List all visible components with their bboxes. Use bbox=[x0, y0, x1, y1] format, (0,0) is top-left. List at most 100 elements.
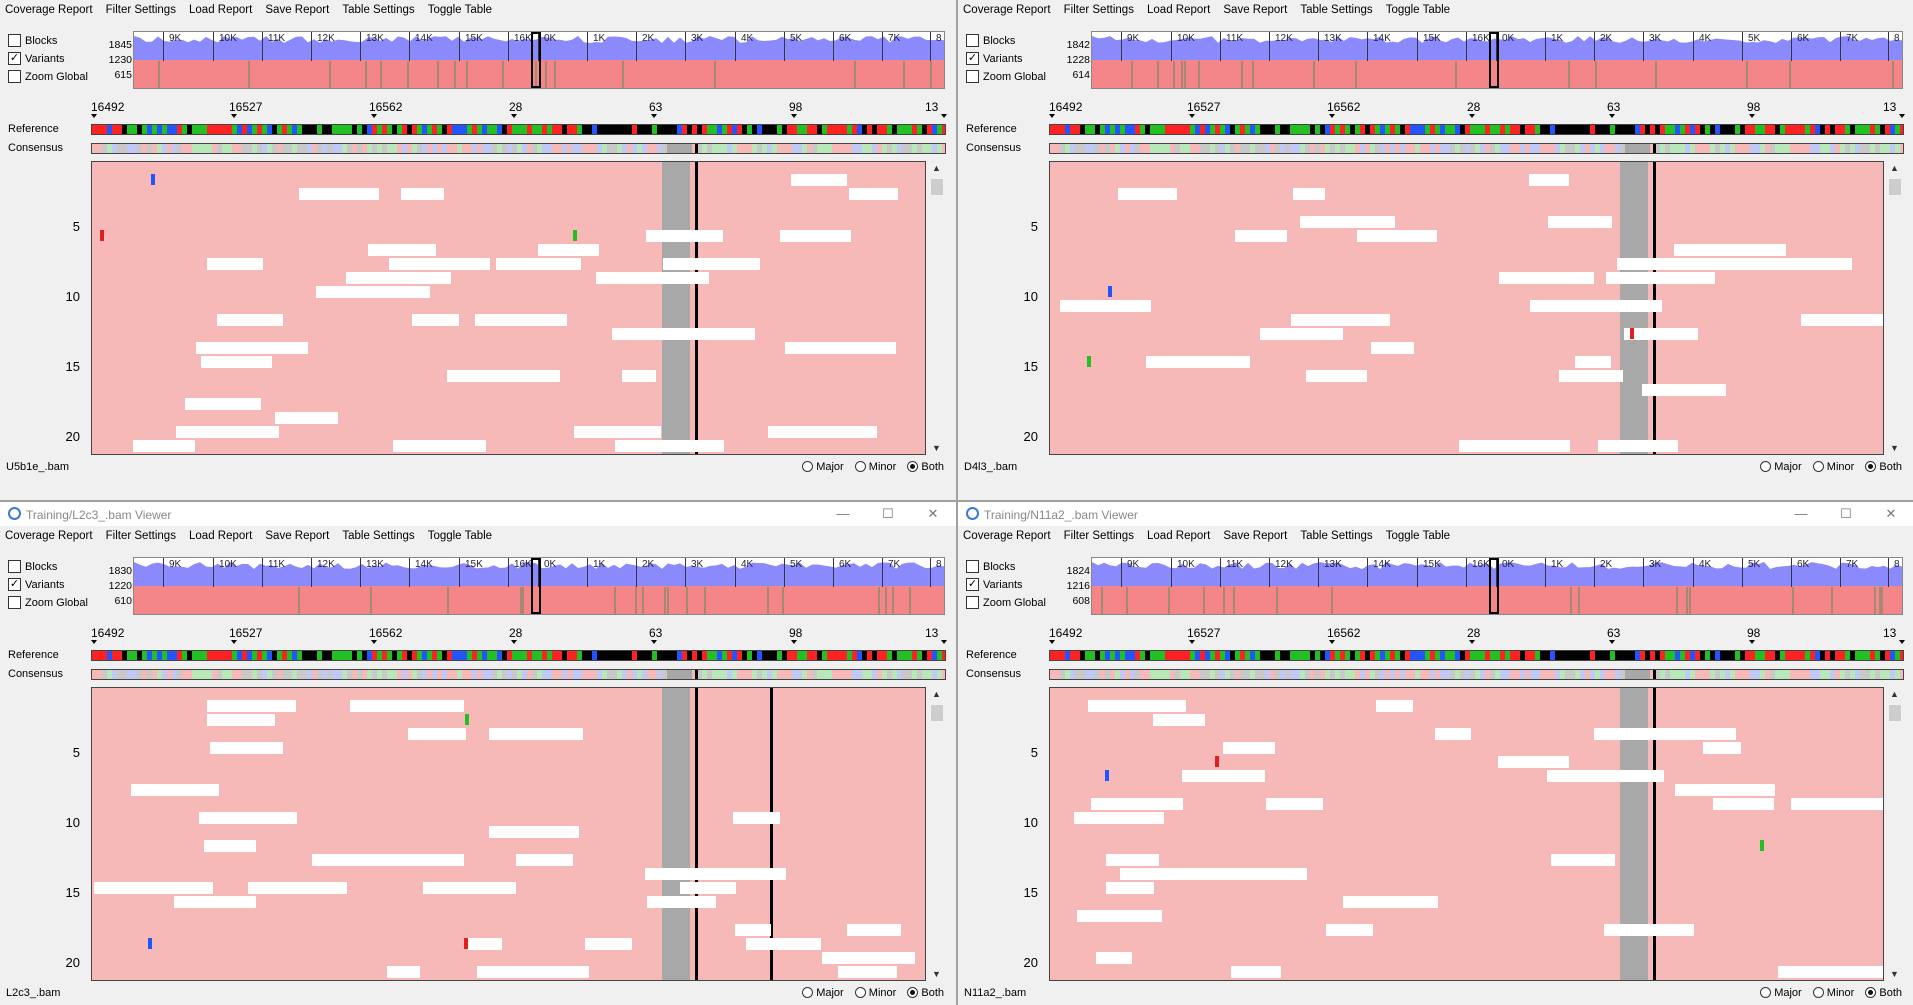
minimize-button[interactable]: — bbox=[836, 506, 850, 521]
zoom-global-checkbox[interactable] bbox=[8, 595, 21, 609]
alignment-view[interactable] bbox=[1049, 161, 1884, 455]
window-titlebar[interactable]: Training/L2c3_.bam Viewer — ☐ ✕ bbox=[0, 502, 956, 526]
blocks-checkbox[interactable] bbox=[8, 33, 21, 47]
major-radio[interactable] bbox=[1760, 460, 1772, 472]
alignment-view[interactable] bbox=[1049, 687, 1884, 981]
overview-selection-window[interactable] bbox=[1489, 558, 1499, 614]
vertical-divider[interactable] bbox=[956, 0, 958, 1005]
menu-coverage-report[interactable]: Coverage Report bbox=[963, 4, 1051, 16]
major-radio[interactable] bbox=[1760, 986, 1772, 998]
minimize-button[interactable]: — bbox=[1794, 506, 1808, 521]
scroll-up-icon[interactable]: ▲ bbox=[1890, 689, 1899, 699]
menu-table-settings[interactable]: Table Settings bbox=[342, 4, 415, 16]
major-radio[interactable] bbox=[802, 986, 814, 998]
reference-track[interactable] bbox=[1049, 124, 1904, 135]
scroll-down-icon[interactable]: ▼ bbox=[1890, 443, 1899, 453]
zoom-global-checkbox[interactable] bbox=[966, 595, 979, 609]
menu-load-report[interactable]: Load Report bbox=[189, 530, 253, 542]
alignment-view[interactable] bbox=[91, 161, 926, 455]
zoom-global-checkbox-row[interactable]: Zoom Global bbox=[966, 594, 1046, 612]
scroll-thumb[interactable] bbox=[1889, 705, 1901, 721]
scroll-down-icon[interactable]: ▼ bbox=[932, 443, 941, 453]
maximize-button[interactable]: ☐ bbox=[882, 506, 894, 521]
zoom-global-checkbox-row[interactable]: Zoom Global bbox=[8, 594, 88, 612]
menu-filter-settings[interactable]: Filter Settings bbox=[1063, 530, 1134, 542]
consensus-track[interactable] bbox=[91, 669, 946, 680]
blocks-checkbox[interactable] bbox=[966, 33, 979, 47]
minor-radio[interactable] bbox=[1812, 460, 1824, 472]
menu-save-report[interactable]: Save Report bbox=[1223, 4, 1288, 16]
maximize-button[interactable]: ☐ bbox=[1840, 506, 1852, 521]
both-radio[interactable] bbox=[907, 460, 919, 472]
variants-checkbox[interactable]: ✓ bbox=[8, 577, 21, 591]
menu-table-settings[interactable]: Table Settings bbox=[1300, 530, 1373, 542]
reference-track[interactable] bbox=[91, 650, 946, 661]
both-radio[interactable] bbox=[1865, 460, 1877, 472]
menu-load-report[interactable]: Load Report bbox=[1147, 4, 1211, 16]
scroll-thumb[interactable] bbox=[931, 705, 943, 721]
variants-checkbox-row[interactable]: ✓ Variants bbox=[966, 50, 1046, 68]
minor-radio[interactable] bbox=[1812, 986, 1824, 998]
genome-overview[interactable]: 9K 10K 11K 12K 13K 14K 15K 16K 0K 1K 2K 3K 4K 5K 6K 7K 8 bbox=[1091, 557, 1903, 615]
overview-selection-window[interactable] bbox=[531, 32, 541, 88]
menu-save-report[interactable]: Save Report bbox=[1223, 530, 1288, 542]
variants-checkbox-row[interactable]: ✓ Variants bbox=[966, 576, 1046, 594]
minor-radio[interactable] bbox=[854, 986, 866, 998]
major-radio[interactable] bbox=[802, 460, 814, 472]
overview-selection-window[interactable] bbox=[1489, 32, 1499, 88]
menu-coverage-report[interactable]: Coverage Report bbox=[5, 530, 93, 542]
menu-table-settings[interactable]: Table Settings bbox=[342, 530, 415, 542]
menu-filter-settings[interactable]: Filter Settings bbox=[1063, 4, 1134, 16]
close-button[interactable]: ✕ bbox=[927, 506, 939, 521]
blocks-checkbox[interactable] bbox=[966, 559, 979, 573]
reference-track[interactable] bbox=[91, 124, 946, 135]
blocks-checkbox-row[interactable]: Blocks bbox=[8, 558, 88, 576]
consensus-track[interactable] bbox=[1049, 143, 1904, 154]
minor-radio[interactable] bbox=[854, 460, 866, 472]
variants-checkbox[interactable]: ✓ bbox=[966, 51, 979, 65]
alignment-scrollbar[interactable]: ▲ ▼ bbox=[929, 161, 945, 455]
consensus-track[interactable] bbox=[91, 143, 946, 154]
alignment-scrollbar[interactable]: ▲ ▼ bbox=[1887, 687, 1903, 981]
menu-toggle-table[interactable]: Toggle Table bbox=[427, 530, 493, 542]
variants-checkbox[interactable]: ✓ bbox=[966, 577, 979, 591]
both-radio[interactable] bbox=[1865, 986, 1877, 998]
menu-filter-settings[interactable]: Filter Settings bbox=[105, 4, 176, 16]
blocks-checkbox-row[interactable]: Blocks bbox=[966, 558, 1046, 576]
overview-selection-window[interactable] bbox=[531, 558, 541, 614]
genome-overview[interactable]: 9K 10K 11K 12K 13K 14K 15K 16K 0K 1K 2K 3K 4K 5K 6K 7K 8 bbox=[1091, 31, 1903, 89]
close-button[interactable]: ✕ bbox=[1885, 506, 1897, 521]
scroll-thumb[interactable] bbox=[1889, 179, 1901, 195]
reference-track[interactable] bbox=[1049, 650, 1904, 661]
menu-coverage-report[interactable]: Coverage Report bbox=[5, 4, 93, 16]
menu-load-report[interactable]: Load Report bbox=[1147, 530, 1211, 542]
consensus-track[interactable] bbox=[1049, 669, 1904, 680]
variants-checkbox-row[interactable]: ✓ Variants bbox=[8, 50, 88, 68]
scroll-up-icon[interactable]: ▲ bbox=[932, 163, 941, 173]
zoom-global-checkbox[interactable] bbox=[8, 69, 21, 83]
scroll-down-icon[interactable]: ▼ bbox=[932, 969, 941, 979]
menu-save-report[interactable]: Save Report bbox=[265, 530, 330, 542]
horizontal-divider[interactable] bbox=[0, 500, 1913, 502]
both-radio[interactable] bbox=[907, 986, 919, 998]
alignment-view[interactable] bbox=[91, 687, 926, 981]
menu-toggle-table[interactable]: Toggle Table bbox=[1385, 530, 1451, 542]
variants-checkbox[interactable]: ✓ bbox=[8, 51, 21, 65]
scroll-thumb[interactable] bbox=[931, 179, 943, 195]
variants-checkbox-row[interactable]: ✓ Variants bbox=[8, 576, 88, 594]
scroll-up-icon[interactable]: ▲ bbox=[932, 689, 941, 699]
menu-coverage-report[interactable]: Coverage Report bbox=[963, 530, 1051, 542]
window-titlebar[interactable]: Training/N11a2_.bam Viewer — ☐ ✕ bbox=[958, 502, 1913, 526]
menu-load-report[interactable]: Load Report bbox=[189, 4, 253, 16]
blocks-checkbox[interactable] bbox=[8, 559, 21, 573]
blocks-checkbox-row[interactable]: Blocks bbox=[966, 32, 1046, 50]
blocks-checkbox-row[interactable]: Blocks bbox=[8, 32, 88, 50]
menu-toggle-table[interactable]: Toggle Table bbox=[1385, 4, 1451, 16]
zoom-global-checkbox-row[interactable]: Zoom Global bbox=[966, 68, 1046, 86]
menu-filter-settings[interactable]: Filter Settings bbox=[105, 530, 176, 542]
zoom-global-checkbox-row[interactable]: Zoom Global bbox=[8, 68, 88, 86]
genome-overview[interactable]: 9K 10K 11K 12K 13K 14K 15K 16K 0K 1K 2K 3K 4K 5K 6K 7K 8 bbox=[133, 31, 945, 89]
alignment-scrollbar[interactable]: ▲ ▼ bbox=[929, 687, 945, 981]
menu-table-settings[interactable]: Table Settings bbox=[1300, 4, 1373, 16]
menu-save-report[interactable]: Save Report bbox=[265, 4, 330, 16]
